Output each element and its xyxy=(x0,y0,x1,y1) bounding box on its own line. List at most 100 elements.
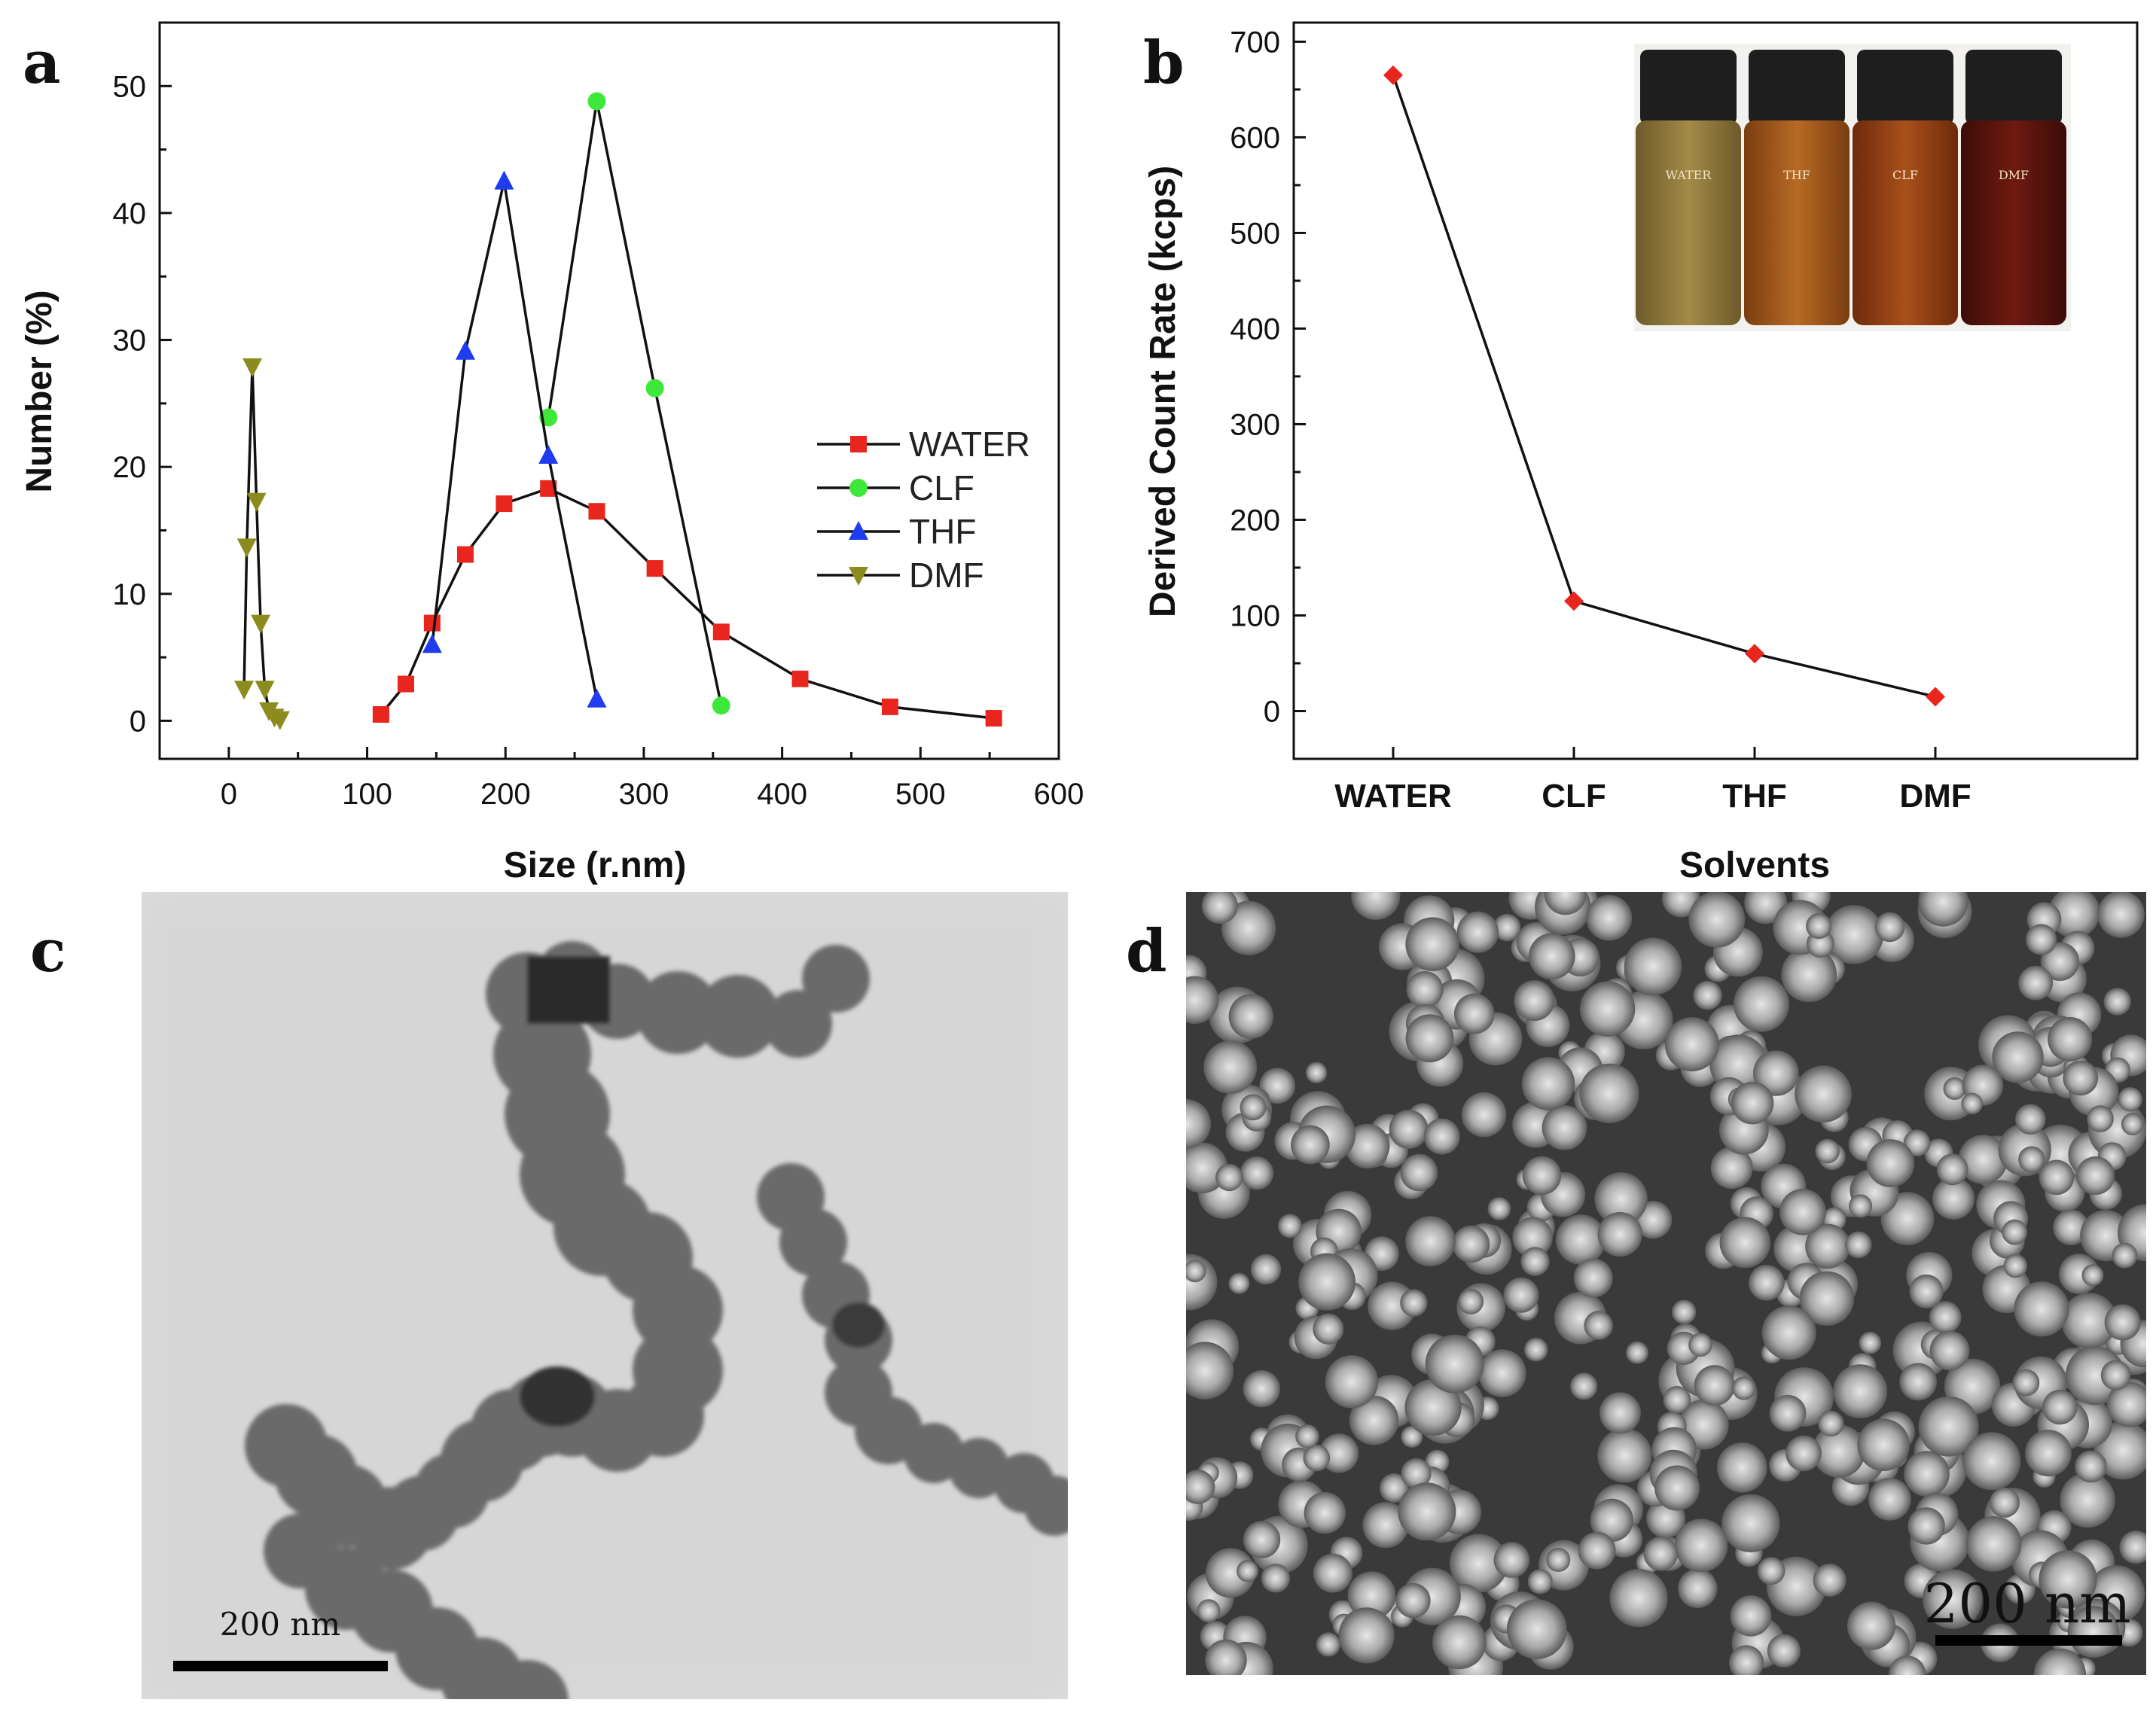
sem-particle xyxy=(1678,1568,1718,1608)
sem-particle xyxy=(1579,981,1636,1037)
panel-b-x-tick-label-dmf: DMF xyxy=(1899,778,1971,815)
panel-a-frame xyxy=(158,21,1060,760)
sem-particle xyxy=(2025,1430,2072,1477)
data-point-water xyxy=(985,710,1002,727)
sem-particle xyxy=(1503,1277,1539,1313)
sem-particle xyxy=(1710,1147,1753,1189)
panel-a-y-ticks: 0 10 20 30 40 50 xyxy=(113,21,172,738)
sem-particle xyxy=(1767,1634,1801,1668)
sem-particle xyxy=(1237,1560,1259,1582)
sem-particle xyxy=(1795,1065,1852,1122)
sem-particle xyxy=(1401,1458,1432,1489)
sem-particle xyxy=(1240,1094,1267,1121)
sem-particle xyxy=(1197,1599,1221,1623)
vial-water-label: WATER xyxy=(1666,168,1712,182)
sem-particle xyxy=(2104,1304,2141,1341)
panel-d-sem-image: d 200 nm xyxy=(1126,892,2146,1675)
legend-marker-water xyxy=(850,436,867,452)
sem-particle xyxy=(1904,1451,1950,1497)
sem-particle xyxy=(1313,1313,1344,1345)
sem-particle xyxy=(1203,1040,1258,1094)
sem-particle xyxy=(1812,1424,1866,1478)
tem-dark-particle xyxy=(832,1302,885,1348)
sem-particle xyxy=(1362,1502,1409,1549)
data-point-water xyxy=(791,670,809,687)
vial-dmf: DMF xyxy=(1961,50,2066,325)
sem-particle xyxy=(2106,1381,2146,1427)
legend-marker-thf xyxy=(849,521,868,540)
sem-particle xyxy=(1779,1189,1826,1235)
sem-particle xyxy=(1573,1258,1613,1298)
sem-particle xyxy=(2081,1264,2104,1287)
sem-particle xyxy=(1546,1548,1571,1572)
sem-particle xyxy=(1663,1386,1691,1414)
sem-particle xyxy=(1874,912,1905,943)
sem-particle xyxy=(1732,1376,1756,1400)
sem-particle xyxy=(2087,1105,2114,1132)
sem-particle xyxy=(2033,1648,2086,1675)
sem-particle xyxy=(1527,1569,1553,1595)
panel-b-y-tick-label: 400 xyxy=(1230,312,1280,346)
sem-particle xyxy=(2026,924,2057,955)
sem-particle xyxy=(1584,1311,1613,1340)
sem-particle xyxy=(1654,1465,1700,1511)
sem-particle xyxy=(1261,1564,1291,1593)
sem-particle xyxy=(1799,1271,1855,1327)
sem-particle xyxy=(1303,1444,1331,1472)
vial-thf: THF xyxy=(1744,50,1850,325)
sem-particle xyxy=(1717,1442,1767,1493)
sem-particle xyxy=(1899,1363,1938,1401)
panel-a-x-tick-label: 100 xyxy=(342,778,392,811)
data-point-water xyxy=(423,614,441,632)
sem-particle xyxy=(2060,1472,2115,1528)
sem-particle xyxy=(1351,892,1401,920)
tem-dark-particle xyxy=(520,1366,595,1427)
sem-particle xyxy=(1729,1645,1764,1675)
panel-a-x-tick-label: 500 xyxy=(895,778,946,811)
panel-a-y-tick-label: 10 xyxy=(113,578,147,611)
sem-particle xyxy=(1672,1299,1697,1324)
sem-particle xyxy=(1923,1569,1983,1629)
sem-particle xyxy=(1379,1473,1409,1503)
sem-particle xyxy=(1186,976,1219,1024)
sem-particle xyxy=(1813,1563,1846,1597)
sem-particle xyxy=(1688,892,1746,948)
sem-particle xyxy=(1664,1017,1719,1072)
sem-particle xyxy=(1769,1394,1807,1432)
sem-particle xyxy=(1522,1156,1562,1196)
sem-particle xyxy=(1186,1260,1206,1283)
sem-particle xyxy=(1395,1582,1431,1619)
sem-particle xyxy=(1693,980,1722,1010)
sem-particle xyxy=(1849,1194,1873,1218)
tem-particle xyxy=(636,971,719,1054)
data-point-water xyxy=(397,675,414,693)
sem-particle xyxy=(1454,993,1495,1034)
sem-particle xyxy=(1781,946,1837,1003)
sem-particle xyxy=(1215,1163,1243,1192)
panel-b-y-axis-title: Derived Count Rate (kcps) xyxy=(1143,166,1183,617)
sem-particle xyxy=(1458,1288,1484,1314)
sem-particle xyxy=(2048,1017,2093,1062)
data-point-dmf xyxy=(234,681,255,700)
panel-d-scale-bar: 200 nm xyxy=(1924,1572,2130,1646)
panel-b-y-tick-label: 100 xyxy=(1230,599,1280,632)
sem-particle xyxy=(1624,937,1682,996)
panel-b-chart: b WATER CLF THF DMF 0100200300400500600700 … xyxy=(1143,21,2139,885)
sem-particle xyxy=(2118,1087,2142,1112)
sem-particle xyxy=(2076,1156,2115,1196)
sem-particle xyxy=(1305,1062,1328,1084)
tem-particle xyxy=(1024,1476,1068,1536)
sem-particle xyxy=(1943,1077,1966,1100)
sem-particle xyxy=(1186,1099,1211,1149)
sem-particle xyxy=(1523,1337,1548,1362)
sem-particle xyxy=(1597,1428,1652,1483)
sem-particle xyxy=(1521,1057,1575,1110)
sem-particle xyxy=(1688,1333,1712,1357)
vial-clf: CLF xyxy=(1853,50,1958,325)
sem-particle xyxy=(1824,905,1884,964)
sem-particle xyxy=(1929,1330,1970,1371)
sem-particle xyxy=(1432,1615,1487,1670)
data-point-water xyxy=(881,698,898,715)
panel-b-data-point-dmf xyxy=(1926,687,1945,707)
sem-particle xyxy=(2075,1450,2107,1483)
